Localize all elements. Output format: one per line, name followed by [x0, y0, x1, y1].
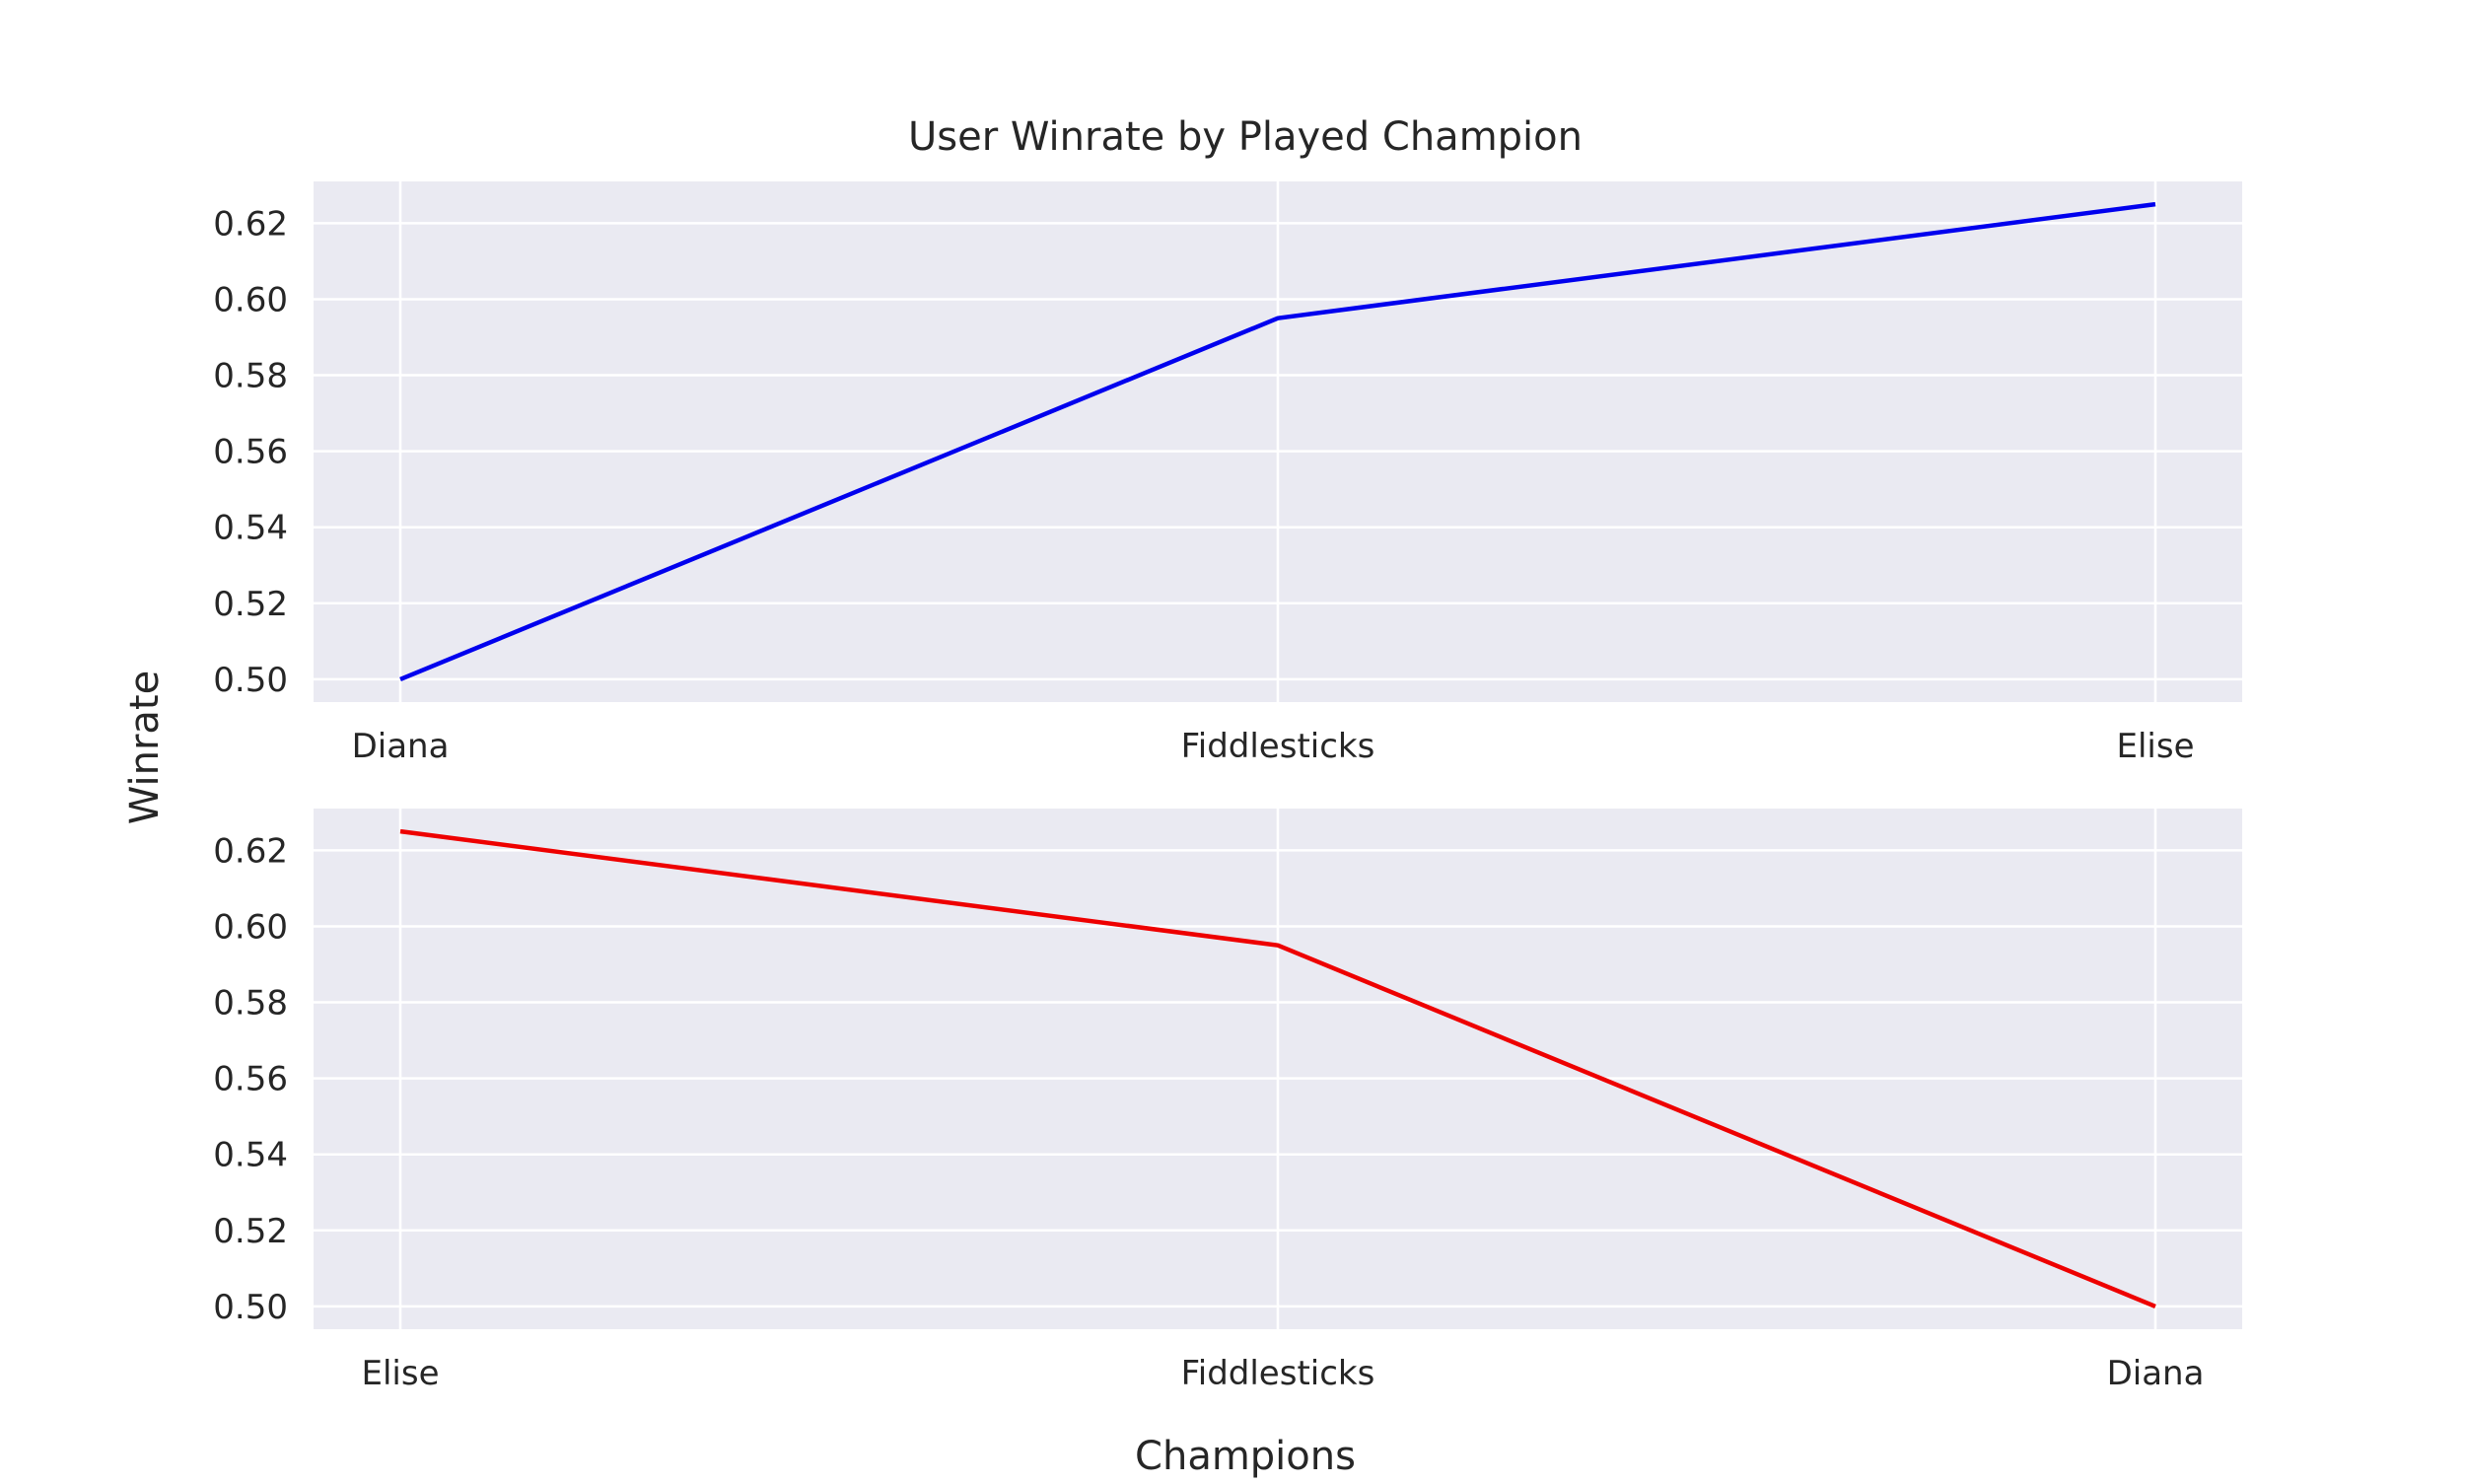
panel-2: 0.50 0.52 0.54 0.56 0.58 0.60 0.62 Elise Fiddles… [213, 809, 2242, 1393]
y-axis-label: Winrate [122, 671, 168, 824]
x-tick-label: Fiddlesticks [1181, 727, 1375, 766]
y-tick-label: 0.54 [213, 509, 288, 548]
y-tick-label: 0.62 [213, 831, 288, 871]
y-tick-label: 0.54 [213, 1136, 288, 1175]
y-tick-label: 0.56 [213, 433, 288, 472]
y-tick-label: 0.52 [213, 585, 288, 624]
chart-title: User Winrate by Played Champion [908, 114, 1583, 160]
y-tick-label: 0.62 [213, 204, 288, 244]
series-line [399, 201, 2156, 681]
y-tick-label: 0.52 [213, 1212, 288, 1251]
series-line [399, 828, 2156, 1308]
x-axis-label: Champions [1135, 1434, 1356, 1479]
y-tick-label: 0.50 [213, 661, 288, 700]
x-tick-label: Elise [2116, 727, 2194, 766]
x-tick-label: Elise [361, 1354, 439, 1393]
x-tick-label: Diana [2107, 1354, 2205, 1393]
y-tick-label: 0.60 [213, 907, 288, 947]
y-tick-label: 0.58 [213, 984, 288, 1024]
y-tick-label: 0.58 [213, 357, 288, 396]
x-tick-label: Diana [352, 727, 450, 766]
y-tick-label: 0.56 [213, 1060, 288, 1099]
panels-group: 0.50 0.52 0.54 0.56 0.58 0.60 0.62 Diana Fiddles… [213, 181, 2242, 1393]
panel-1: 0.50 0.52 0.54 0.56 0.58 0.60 0.62 Diana Fiddles… [213, 181, 2242, 766]
y-tick-label: 0.60 [213, 280, 288, 319]
y-tick-label: 0.50 [213, 1288, 288, 1327]
x-tick-label: Fiddlesticks [1181, 1354, 1375, 1393]
